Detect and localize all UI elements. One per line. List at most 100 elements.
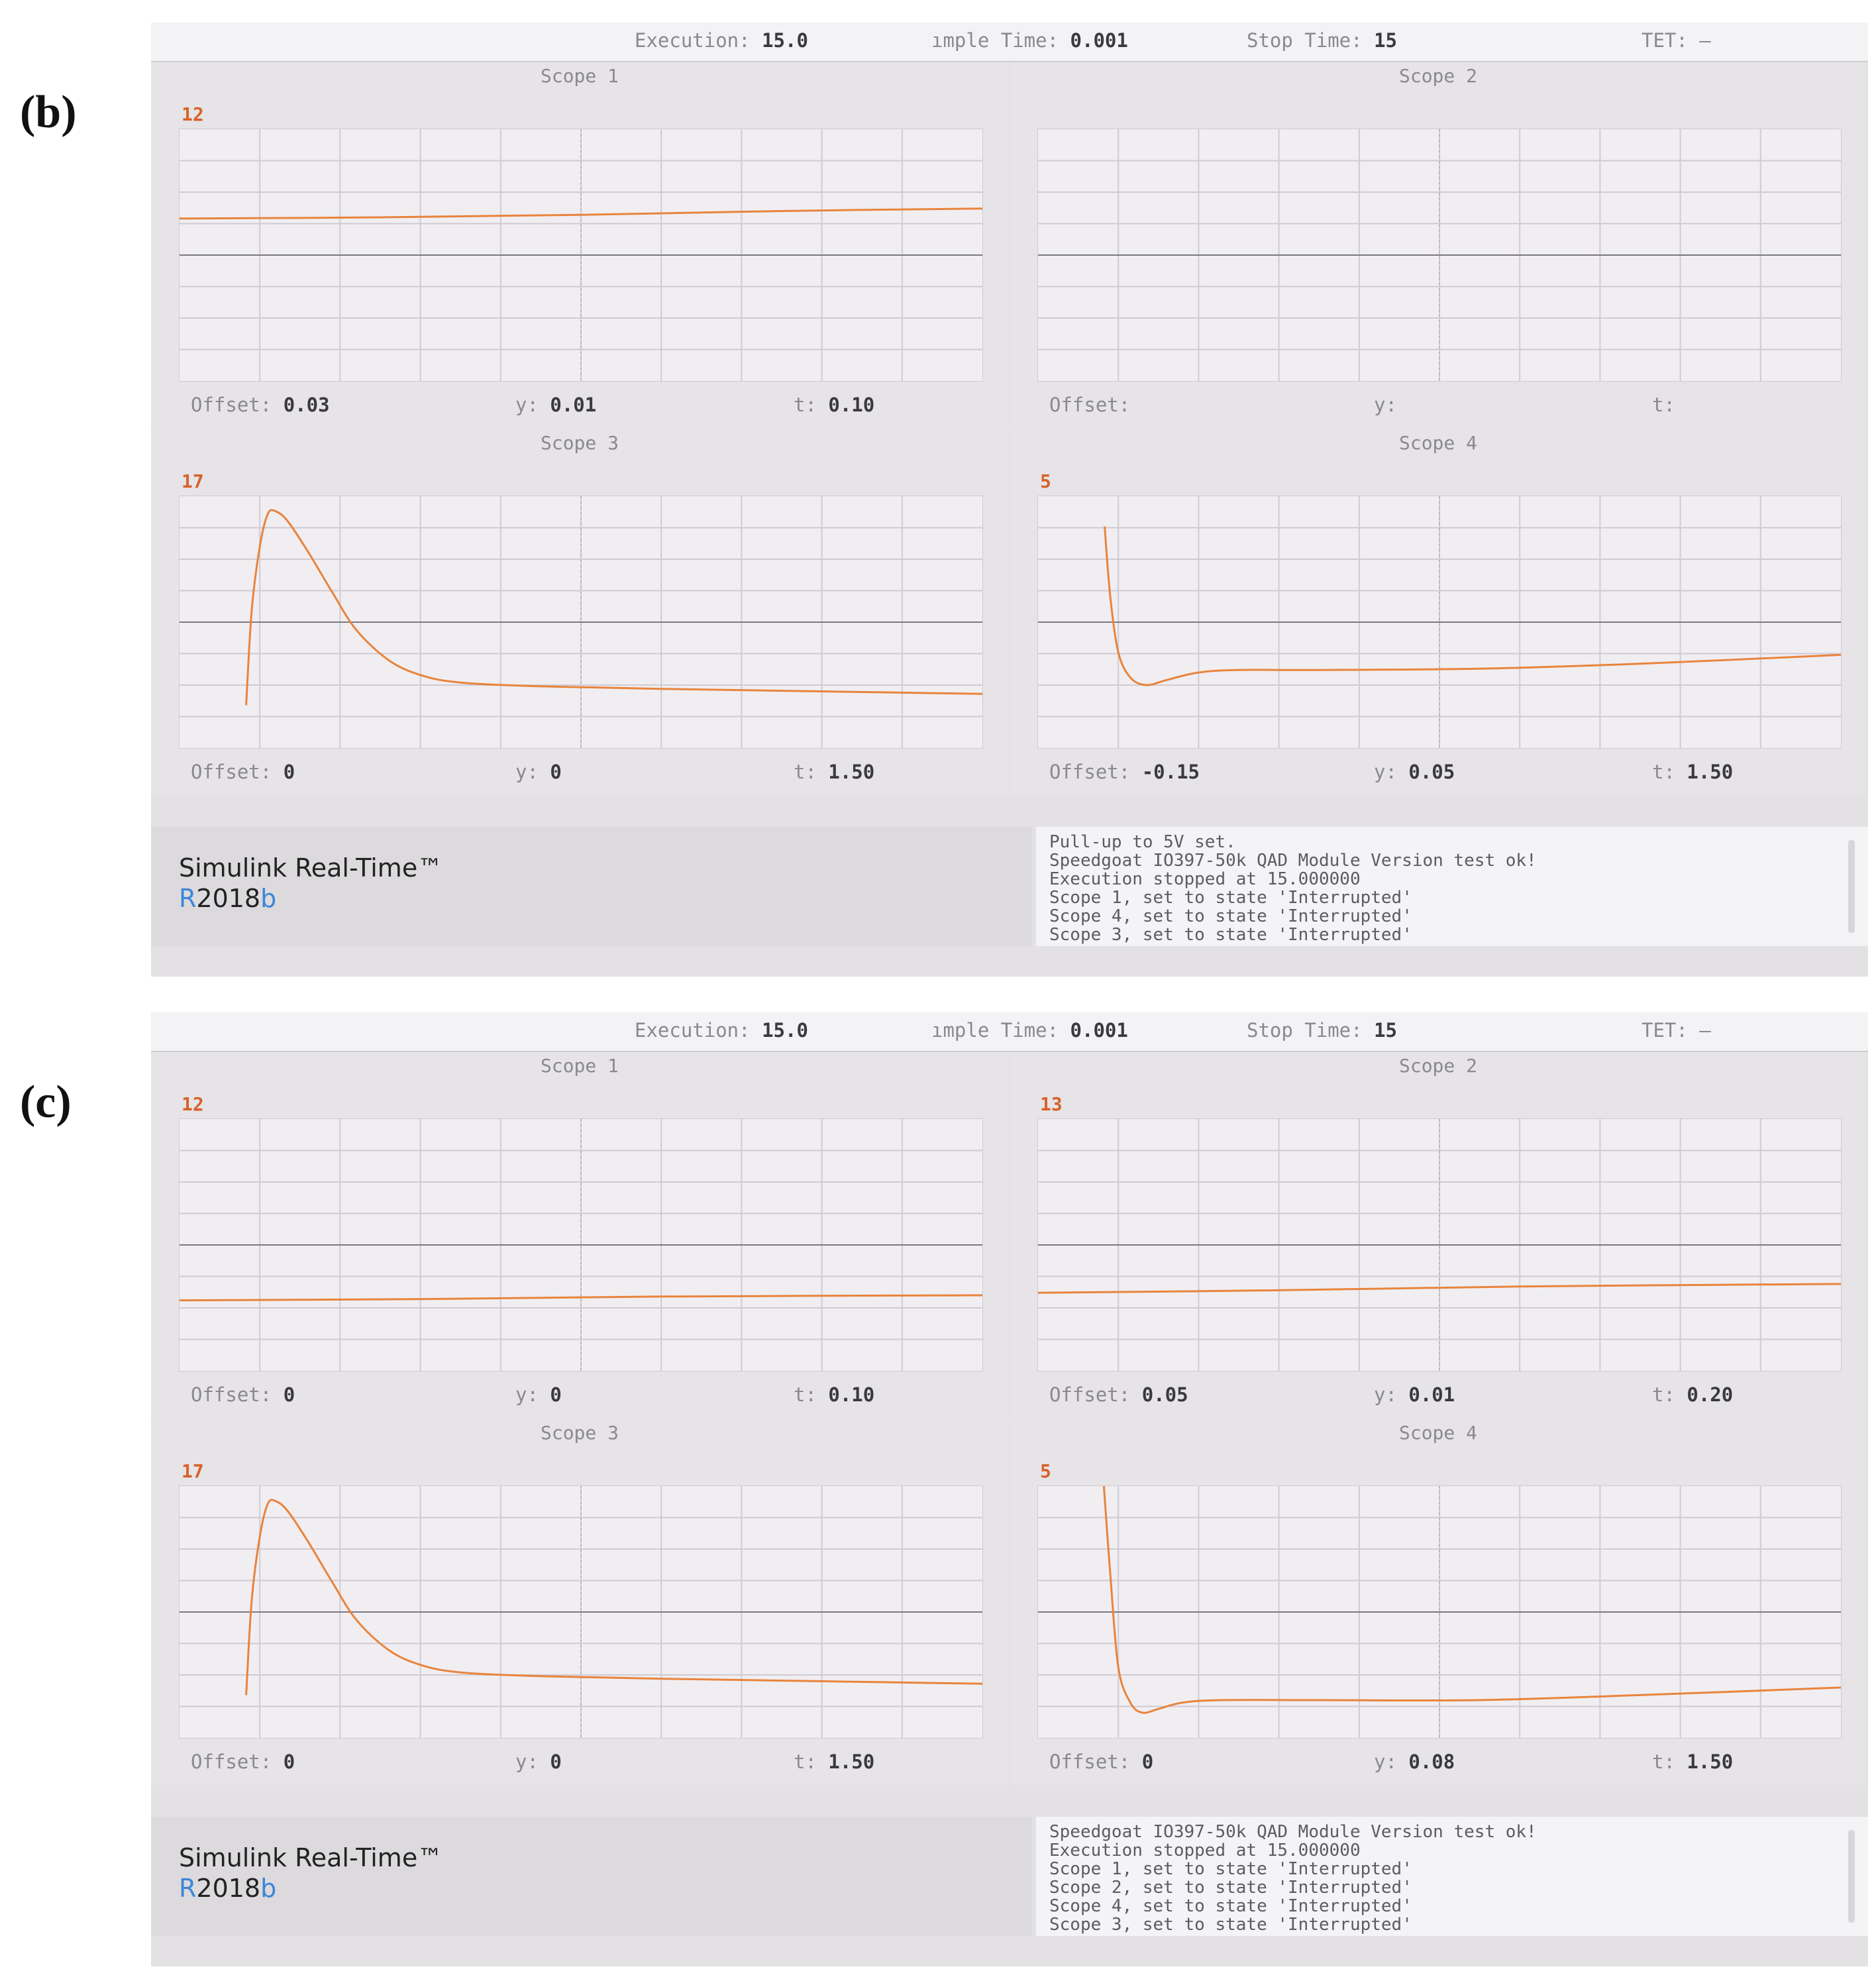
simulink-branding: Simulink Real-Time™ R2018b: [151, 827, 1032, 946]
scope-panel: Scope 3 17 Offset: 0 y: 0 t: 1.50: [151, 429, 1008, 795]
signal-trace: [245, 509, 982, 706]
y-readout: y: 0.08: [1374, 1750, 1455, 1773]
realtime-target-screen: Execution: 15.0 ımple Time: 0.001 Stop Tim…: [151, 1012, 1868, 1966]
log-line: Speedgoat IO397-50k QAD Module Version t…: [1049, 851, 1537, 871]
y-readout: y: 0.01: [515, 394, 597, 416]
y-readout: y:: [1374, 394, 1409, 416]
y-readout: y: 0: [515, 761, 562, 783]
stop-time-readout: Stop Time: 15: [1247, 29, 1397, 52]
status-bar: Execution: 15.0 ımple Time: 0.001 Stop Tim…: [151, 1012, 1868, 1052]
log-scrollbar[interactable]: [1848, 840, 1855, 933]
log-line: Execution stopped at 15.000000: [1049, 1841, 1361, 1860]
signal-trace: [1038, 1283, 1841, 1294]
status-bar: Execution: 15.0 ımple Time: 0.001 Stop Tim…: [151, 23, 1868, 62]
scope-panel: Scope 4 5 Offset: -0.15 y: 0.05 t: 1.50: [1010, 429, 1867, 795]
scope-title: Scope 4: [1398, 1422, 1477, 1444]
offset-readout: Offset: 0: [191, 1383, 295, 1406]
t-readout: t: 0.10: [794, 394, 875, 416]
message-log[interactable]: Speedgoat IO397-50k QAD Module Version t…: [1036, 1817, 1868, 1936]
brand-title: Simulink Real-Time™: [179, 853, 443, 883]
scope-plot: [1037, 1485, 1842, 1739]
t-readout: t: 1.50: [1652, 761, 1734, 783]
scope-ylim-label: 17: [182, 1460, 204, 1482]
t-readout: t: 0.20: [1652, 1383, 1734, 1406]
y-readout: y: 0.01: [1374, 1383, 1455, 1406]
log-scrollbar[interactable]: [1848, 1830, 1855, 1923]
scope-panel: Scope 4 5 Offset: 0 y: 0.08 t: 1.50: [1010, 1419, 1867, 1785]
scope-graph: [1038, 496, 1841, 748]
scope-plot: [179, 496, 983, 749]
scope-title: Scope 3: [540, 1422, 619, 1444]
footer-area: Simulink Real-Time™ R2018b Speedgoat IO397…: [151, 1817, 1868, 1966]
t-readout: t: 0.10: [794, 1383, 875, 1406]
brand-version: R2018b: [179, 884, 277, 913]
log-line: Scope 4, set to state 'Interrupted': [1049, 1896, 1412, 1916]
t-readout: t: 1.50: [794, 761, 875, 783]
t-readout: t: 1.50: [1652, 1750, 1734, 1773]
offset-readout: Offset: 0.05: [1049, 1383, 1188, 1406]
scope-title: Scope 3: [540, 432, 619, 454]
scope-title: Scope 2: [1398, 1055, 1477, 1077]
message-log[interactable]: Pull-up to 5V set. Speedgoat IO397-50k QA…: [1036, 827, 1868, 946]
realtime-target-screen: Execution: 15.0 ımple Time: 0.001 Stop Tim…: [151, 23, 1868, 977]
scope-ylim-label: 12: [182, 103, 204, 125]
scope-ylim-label: 12: [182, 1093, 204, 1115]
y-readout: y: 0.05: [1374, 761, 1455, 783]
y-readout: y: 0: [515, 1750, 562, 1773]
log-line: Scope 1, set to state 'Interrupted': [1049, 888, 1412, 908]
scope-plot: [1037, 129, 1842, 382]
scope-plot: [179, 1118, 983, 1371]
scope-title: Scope 2: [1398, 65, 1477, 87]
log-line: Pull-up to 5V set.: [1049, 832, 1236, 852]
scope-ylim-label: 17: [182, 470, 204, 492]
offset-readout: Offset: 0: [1049, 1750, 1154, 1773]
log-line: Scope 3, set to state 'Interrupted': [1049, 1915, 1412, 1935]
scope-title: Scope 1: [540, 1055, 619, 1077]
scope-graph: [180, 129, 982, 381]
log-line: Scope 2, set to state 'Interrupted': [1049, 1878, 1412, 1898]
tet-readout: TET: –: [1642, 1019, 1711, 1042]
scope-graph: [180, 1486, 982, 1738]
scope-graph: [1038, 1119, 1841, 1371]
log-line: Scope 1, set to state 'Interrupted': [1049, 1859, 1412, 1879]
brand-title: Simulink Real-Time™: [179, 1843, 443, 1872]
offset-readout: Offset: 0: [191, 761, 295, 783]
offset-readout: Offset: -0.15: [1049, 761, 1200, 783]
t-readout: t:: [1652, 394, 1687, 416]
execution-readout: Execution: 15.0: [635, 29, 808, 52]
log-line: Scope 4, set to state 'Interrupted': [1049, 906, 1412, 926]
scope-panel: Scope 1 12 Offset: 0 y: 0 t: 0.10: [151, 1052, 1008, 1418]
offset-readout: Offset:: [1049, 394, 1142, 416]
scope-title: Scope 1: [540, 65, 619, 87]
t-readout: t: 1.50: [794, 1750, 875, 1773]
scope-plot: [179, 1485, 983, 1739]
signal-trace: [1102, 1486, 1841, 1714]
figure-panel-label: (c): [20, 1077, 72, 1128]
scope-plot: [1037, 1118, 1842, 1371]
scope-graph: [1038, 129, 1841, 381]
scope-ylim-label: 13: [1040, 1093, 1063, 1115]
log-line: Scope 3, set to state 'Interrupted': [1049, 925, 1412, 945]
scope-panel: Scope 2 13 Offset: 0.05 y: 0.01 t: 0.20: [1010, 1052, 1867, 1418]
offset-readout: Offset: 0: [191, 1750, 295, 1773]
simulink-branding: Simulink Real-Time™ R2018b: [151, 1817, 1032, 1936]
signal-trace: [180, 1294, 982, 1302]
signal-trace: [245, 1499, 982, 1695]
figure-panel-label: (b): [20, 87, 77, 138]
tet-readout: TET: –: [1642, 29, 1711, 52]
signal-trace: [180, 207, 982, 220]
execution-readout: Execution: 15.0: [635, 1019, 808, 1042]
scope-graph: [180, 496, 982, 748]
log-line: Speedgoat IO397-50k QAD Module Version t…: [1049, 1822, 1537, 1842]
scope-plot: [179, 129, 983, 382]
scope-title: Scope 4: [1398, 432, 1477, 454]
scope-ylim-label: 5: [1040, 470, 1051, 492]
scope-graph: [1038, 1486, 1841, 1738]
y-readout: y: 0: [515, 1383, 562, 1406]
sample-time-readout: ımple Time: 0.001: [931, 29, 1128, 52]
scope-panel: Scope 1 12 Offset: 0.03 y: 0.01 t: 0.10: [151, 62, 1008, 428]
signal-trace: [1104, 526, 1841, 686]
scope-panel: Scope 2 Offset: y: t:: [1010, 62, 1867, 428]
scope-graph: [180, 1119, 982, 1371]
footer-area: Simulink Real-Time™ R2018b Pull-up to 5V s…: [151, 827, 1868, 977]
